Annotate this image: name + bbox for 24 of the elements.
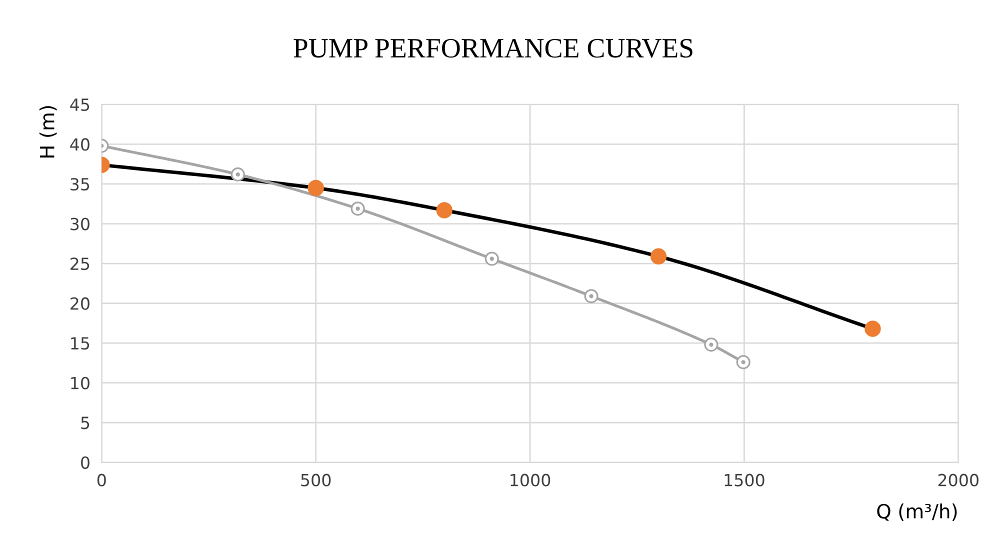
y-axis-title: H (m)	[39, 106, 57, 158]
x-tick-label: 500	[301, 474, 331, 486]
y-tick-label: 35	[70, 178, 90, 191]
y-tick-label: 10	[71, 376, 90, 390]
point	[736, 355, 750, 370]
point	[584, 289, 598, 304]
y-tick-label: 45	[70, 98, 90, 112]
x-tick-label: 0	[97, 474, 106, 486]
point	[230, 167, 245, 182]
y-tick-label: 20	[70, 297, 90, 310]
y-tick-label: 30	[70, 218, 90, 230]
y-tick-label: 15	[71, 337, 90, 350]
point	[704, 338, 718, 352]
point	[350, 202, 365, 216]
y-tick-label: 25	[70, 258, 90, 270]
y-tick-label: 0	[81, 456, 90, 469]
x-tick-label: 1000	[510, 474, 550, 486]
x-tick-label: 1500	[724, 474, 764, 486]
y-tick-label: 5	[81, 416, 90, 430]
y-tick-label: 40	[70, 138, 90, 151]
x-tick-label: 2000	[938, 474, 978, 486]
chart-title: PUMP PERFORMANCE CURVES	[294, 38, 692, 58]
point	[484, 252, 499, 266]
x-axis-title: Q (m³/h)	[877, 504, 957, 521]
